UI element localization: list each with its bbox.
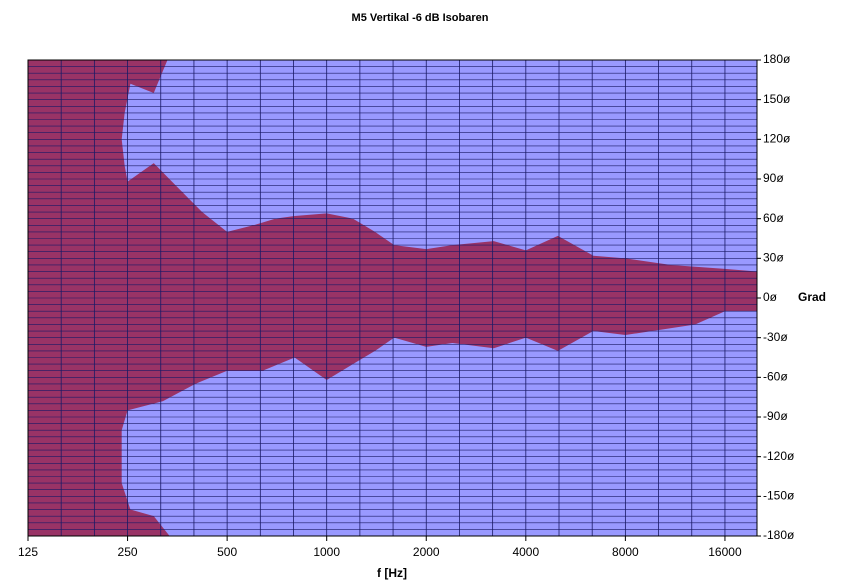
y-tick-label: -60ø: [763, 370, 788, 384]
x-tick-label: 8000: [612, 545, 639, 559]
x-tick-label: 500: [217, 545, 237, 559]
y-tick-label: 30ø: [763, 251, 784, 265]
y-tick-label: -30ø: [763, 330, 788, 344]
y-tick-label: 60ø: [763, 211, 784, 225]
y-tick-label: -120ø: [763, 449, 795, 463]
x-tick-label: 125: [18, 545, 38, 559]
x-tick-label: 16000: [708, 545, 742, 559]
x-tick-label: 4000: [512, 545, 539, 559]
x-axis-label: f [Hz]: [377, 566, 407, 580]
y-tick-label: 90ø: [763, 171, 784, 185]
chart-title: M5 Vertikal -6 dB Isobaren: [352, 12, 489, 24]
y-tick-label: -90ø: [763, 409, 788, 423]
y-axis-label: Grad: [798, 290, 826, 304]
y-tick-label: 0ø: [763, 290, 778, 304]
x-tick-label: 2000: [413, 545, 440, 559]
y-tick-label: 180ø: [763, 52, 791, 66]
y-tick-label: -180ø: [763, 528, 795, 542]
y-tick-label: -150ø: [763, 489, 795, 503]
x-tick-label: 250: [118, 545, 138, 559]
y-tick-label: 120ø: [763, 132, 791, 146]
x-tick-label: 1000: [313, 545, 340, 559]
plot-frame: [27, 59, 758, 537]
y-tick-label: 150ø: [763, 92, 791, 106]
